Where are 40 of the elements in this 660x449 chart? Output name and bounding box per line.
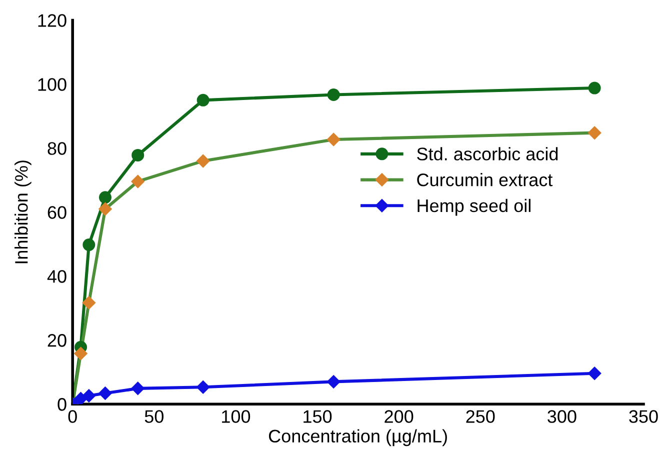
- y-tick-label: 20: [48, 334, 66, 347]
- point: [327, 88, 340, 101]
- point: [196, 380, 210, 394]
- point: [82, 296, 96, 310]
- point: [131, 382, 144, 396]
- x-tick-label: 50: [144, 410, 164, 423]
- legend-label: Std. ascorbic acid: [417, 147, 558, 160]
- point: [588, 366, 602, 380]
- y-axis-title: Inhibition (%): [14, 160, 32, 264]
- y-tick-label: 60: [48, 206, 66, 219]
- legend-label: Curcumin extract: [417, 173, 553, 186]
- point: [588, 82, 601, 94]
- x-tick-label: 0: [68, 410, 77, 423]
- point: [82, 238, 96, 252]
- point: [326, 132, 340, 146]
- x-tick-label: 150: [304, 410, 332, 423]
- x-tick-label: 250: [466, 410, 495, 423]
- legend-label: Hemp seed oil: [418, 198, 530, 216]
- x-tick-label: 350: [629, 410, 658, 423]
- y-tick-label: 80: [48, 142, 66, 155]
- point: [82, 389, 96, 402]
- point: [196, 94, 210, 106]
- y-tick-label: 120: [38, 14, 66, 27]
- y-tick-label: 0: [58, 398, 66, 411]
- point: [74, 392, 88, 404]
- x-tick-label: 100: [222, 410, 250, 423]
- point: [196, 154, 210, 168]
- y-tick-label: 40: [47, 270, 66, 283]
- point: [326, 375, 340, 388]
- point: [98, 386, 112, 400]
- point: [98, 202, 112, 216]
- x-axis-title: Concentration (µg/mL): [268, 429, 447, 446]
- point: [588, 126, 602, 140]
- point: [132, 148, 144, 162]
- y-tick-label: 100: [38, 78, 66, 91]
- x-tick-label: 300: [548, 410, 576, 423]
- point: [74, 346, 88, 360]
- point: [131, 174, 144, 188]
- point: [98, 191, 112, 204]
- x-tick-label: 200: [384, 410, 414, 423]
